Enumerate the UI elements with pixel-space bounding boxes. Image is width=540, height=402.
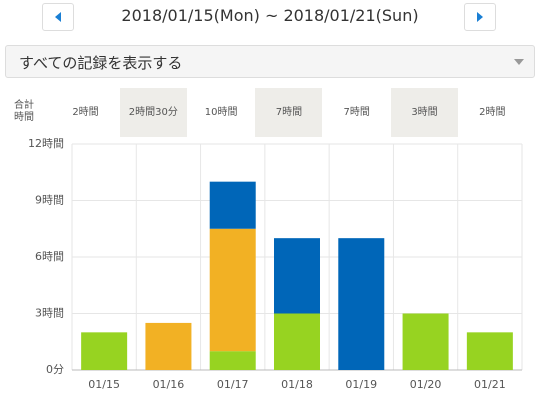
bar-segment: [338, 238, 385, 370]
y-tick-label: 12時間: [28, 137, 64, 150]
x-tick-label: 01/16: [153, 378, 185, 391]
x-tick-label: 01/21: [474, 378, 506, 391]
total-cell: 7時間: [255, 88, 323, 137]
prev-week-button[interactable]: [42, 3, 74, 31]
totals-label: 合計時間: [14, 100, 34, 123]
filter-dropdown[interactable]: すべての記録を表示する: [5, 45, 535, 78]
bar-segment: [145, 322, 192, 370]
total-cell: 2時間30分: [119, 88, 187, 137]
total-cell: 2時間: [72, 107, 99, 118]
y-tick-label: 0分: [46, 363, 64, 376]
total-cell: 7時間: [343, 107, 370, 118]
bar-segment: [209, 351, 256, 370]
bar-segment: [402, 313, 449, 370]
x-tick-label: 01/20: [410, 378, 442, 391]
y-tick-label: 9時間: [35, 194, 64, 207]
bar-segment: [81, 332, 128, 370]
x-tick-label: 01/17: [217, 378, 249, 391]
bar-segment: [274, 238, 320, 314]
bar-segment: [466, 332, 513, 370]
x-tick-label: 01/15: [88, 378, 120, 391]
y-tick-label: 6時間: [35, 250, 64, 263]
bar-segment: [209, 181, 256, 229]
total-cell: 2時間: [479, 107, 506, 118]
dropdown-caret: [514, 59, 524, 65]
x-tick-label: 01/19: [345, 378, 377, 391]
total-cell: 3時間: [391, 88, 458, 137]
bar-segment: [209, 228, 256, 352]
date-range: 2018/01/15(Mon) ~ 2018/01/21(Sun): [121, 6, 419, 25]
x-tick-label: 01/18: [281, 378, 313, 391]
y-tick-label: 3時間: [35, 307, 64, 320]
filter-label: すべての記録を表示する: [19, 54, 183, 72]
next-week-button[interactable]: [464, 3, 496, 31]
bar-segment: [274, 313, 320, 370]
total-cell: 10時間: [204, 107, 238, 118]
